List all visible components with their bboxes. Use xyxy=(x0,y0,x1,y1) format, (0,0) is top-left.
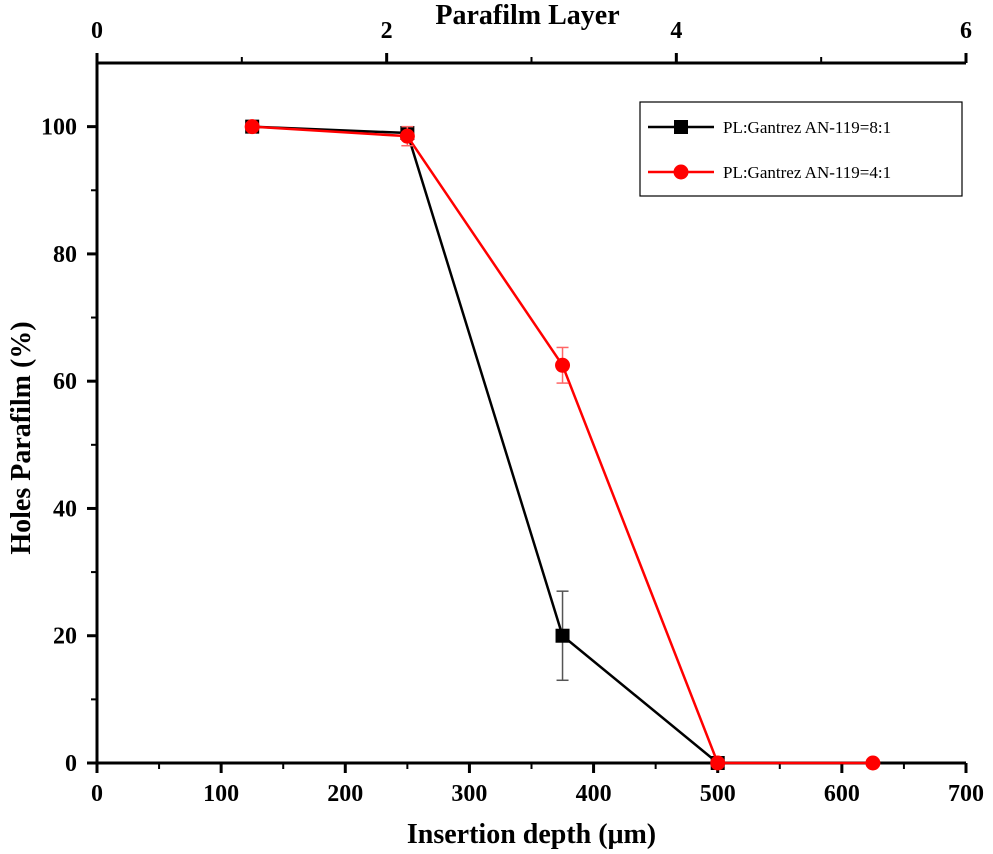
data-point xyxy=(710,755,726,771)
x2-tick-label: 0 xyxy=(91,18,103,44)
legend: PL:Gantrez AN-119=8:1 PL:Gantrez AN-119=4… xyxy=(639,101,963,197)
x-tick-label: 700 xyxy=(948,781,984,807)
x2-tick-label: 2 xyxy=(381,18,393,44)
series-line xyxy=(252,125,719,764)
x-tick-label: 100 xyxy=(203,781,239,807)
legend-label: PL:Gantrez AN-119=4:1 xyxy=(723,163,891,182)
y-axis-title: Holes Parafilm (%) xyxy=(6,321,37,554)
legend-item: PL:Gantrez AN-119=4:1 xyxy=(648,163,891,182)
y-tick-label: 0 xyxy=(65,751,77,777)
y-tick-label: 80 xyxy=(53,242,77,268)
x-axis-title: Insertion depth (μm) xyxy=(407,819,656,850)
data-point xyxy=(399,128,415,144)
data-point xyxy=(244,119,260,135)
legend-item: PL:Gantrez AN-119=8:1 xyxy=(648,118,891,137)
x2-tick-label: 4 xyxy=(670,18,682,44)
series-2 xyxy=(244,119,881,771)
legend-marker xyxy=(674,120,688,134)
legend-label: PL:Gantrez AN-119=8:1 xyxy=(723,118,891,137)
x2-tick-label: 6 xyxy=(960,18,972,44)
legend-marker xyxy=(673,164,689,180)
legend-box xyxy=(639,101,963,197)
y-tick-label: 100 xyxy=(41,115,77,141)
x-tick-label: 500 xyxy=(700,781,736,807)
x-tick-label: 0 xyxy=(91,781,103,807)
data-point xyxy=(865,755,881,771)
x-tick-label: 600 xyxy=(824,781,860,807)
y-tick-label: 40 xyxy=(53,496,77,522)
data-point xyxy=(555,628,570,643)
data-point xyxy=(555,357,571,373)
y-tick-label: 60 xyxy=(53,369,77,395)
y-tick-label: 20 xyxy=(53,624,77,650)
series-1 xyxy=(245,119,725,770)
x-tick-label: 200 xyxy=(327,781,363,807)
x-tick-label: 400 xyxy=(576,781,612,807)
series-layer xyxy=(244,119,881,771)
top-axis-title: Parafilm Layer xyxy=(435,0,619,31)
x-tick-label: 300 xyxy=(451,781,487,807)
